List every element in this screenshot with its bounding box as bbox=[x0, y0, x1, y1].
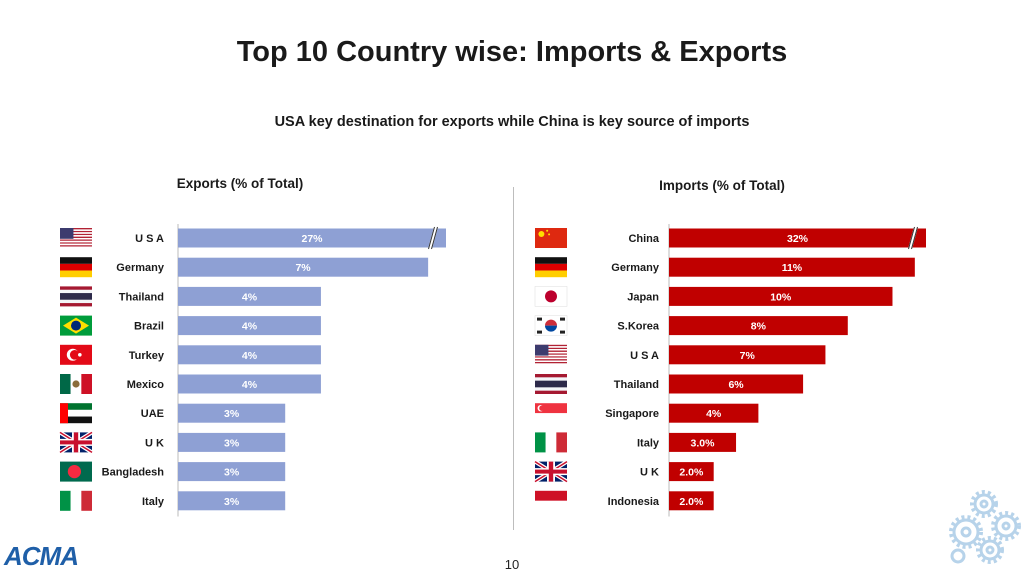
imports-bar bbox=[669, 316, 848, 336]
imports-axis-break-line bbox=[908, 226, 915, 250]
gears-icon bbox=[949, 490, 1021, 564]
imports-category-label: Japan bbox=[627, 291, 659, 303]
exports-data-label: 4% bbox=[242, 379, 258, 391]
page-number: 10 bbox=[504, 557, 520, 572]
exports-bar bbox=[178, 403, 286, 423]
imports-bar bbox=[669, 432, 737, 452]
mexico-flag-icon bbox=[60, 374, 92, 394]
germany-flag-icon bbox=[535, 257, 567, 278]
usa-flag-icon bbox=[535, 344, 567, 365]
imports-data-label: 7% bbox=[740, 350, 756, 362]
imports-category-label: S.Korea bbox=[617, 321, 659, 333]
exports-bar bbox=[178, 286, 321, 306]
thailand-flag-icon bbox=[535, 374, 567, 394]
exports-bar bbox=[178, 257, 429, 277]
imports-data-label: 3.0% bbox=[691, 437, 716, 449]
exports-category-label: Thailand bbox=[119, 291, 164, 303]
panel-divider bbox=[513, 187, 514, 530]
thailand-flag-icon bbox=[60, 286, 92, 307]
exports-category-label: Bangladesh bbox=[102, 467, 165, 479]
imports-bar bbox=[669, 345, 826, 365]
exports-bar bbox=[178, 432, 286, 452]
imports-chart-title: Imports (% of Total) bbox=[659, 178, 785, 193]
exports-category-label: UAE bbox=[141, 408, 164, 420]
imports-data-label: 32% bbox=[787, 233, 809, 245]
exports-chart: Exports (% of Total) U S A 27% Germany 7% Tha… bbox=[50, 172, 490, 522]
exports-bar bbox=[178, 345, 321, 365]
italy-flag-icon bbox=[60, 490, 92, 511]
exports-bar bbox=[178, 491, 286, 511]
imports-bar bbox=[669, 491, 714, 511]
exports-data-label: 4% bbox=[242, 321, 258, 333]
imports-chart-svg: Imports (% of Total) China 32% Germany 11% Ja… bbox=[533, 178, 926, 517]
imports-category-label: Thailand bbox=[614, 379, 659, 391]
uk-flag-icon bbox=[533, 459, 569, 484]
italy-flag-icon bbox=[535, 432, 567, 453]
imports-category-label: Singapore bbox=[605, 408, 659, 420]
singapore-flag-icon bbox=[535, 403, 567, 424]
imports-bar bbox=[669, 403, 759, 423]
exports-category-label: U S A bbox=[135, 233, 164, 245]
usa-flag-icon bbox=[60, 228, 92, 248]
germany-flag-icon bbox=[60, 257, 92, 278]
exports-chart-title: Exports (% of Total) bbox=[177, 176, 304, 191]
exports-chart-svg: Exports (% of Total) U S A 27% Germany 7% Tha… bbox=[58, 176, 446, 517]
skorea-flag-icon bbox=[534, 315, 568, 336]
imports-data-label: 2.0% bbox=[679, 496, 704, 508]
exports-data-label: 3% bbox=[224, 496, 240, 508]
imports-bar bbox=[669, 462, 714, 482]
exports-data-label: 27% bbox=[301, 233, 323, 245]
imports-category-label: Indonesia bbox=[608, 496, 660, 508]
exports-axis-break-line bbox=[428, 226, 435, 250]
imports-category-label: Germany bbox=[611, 262, 660, 274]
imports-bar bbox=[669, 286, 893, 306]
imports-data-label: 2.0% bbox=[679, 467, 704, 479]
exports-bar bbox=[178, 228, 446, 248]
brazil-flag-icon bbox=[60, 315, 92, 336]
exports-bar bbox=[178, 374, 321, 394]
exports-axis-break-line bbox=[431, 226, 438, 250]
japan-flag-icon bbox=[534, 286, 568, 307]
imports-chart: Imports (% of Total) China 32% Germany 11% Ja… bbox=[530, 172, 970, 522]
imports-data-label: 8% bbox=[751, 321, 767, 333]
imports-category-label: U K bbox=[640, 467, 659, 479]
imports-category-label: Italy bbox=[637, 437, 660, 449]
bangladesh-flag-icon bbox=[60, 461, 92, 482]
exports-category-label: Mexico bbox=[127, 379, 165, 391]
imports-bar bbox=[669, 374, 804, 394]
exports-category-label: Germany bbox=[116, 262, 165, 274]
exports-data-label: 3% bbox=[224, 437, 240, 449]
acma-logo: ACMA bbox=[4, 541, 79, 571]
imports-axis-break bbox=[908, 226, 918, 250]
uk-flag-icon bbox=[58, 430, 94, 455]
exports-category-label: Brazil bbox=[134, 321, 164, 333]
imports-category-label: U S A bbox=[630, 350, 659, 362]
imports-data-label: 11% bbox=[782, 262, 803, 274]
exports-category-label: Italy bbox=[142, 496, 165, 508]
exports-axis-break bbox=[428, 226, 438, 250]
imports-category-label: China bbox=[628, 233, 659, 245]
exports-category-label: U K bbox=[145, 437, 164, 449]
exports-data-label: 4% bbox=[242, 291, 258, 303]
imports-data-label: 6% bbox=[728, 379, 744, 391]
china-flag-icon bbox=[535, 228, 567, 248]
turkey-flag-icon bbox=[60, 344, 92, 365]
exports-category-label: Turkey bbox=[129, 350, 165, 362]
exports-data-label: 4% bbox=[242, 350, 258, 362]
page-title: Top 10 Country wise: Imports & Exports bbox=[236, 36, 788, 68]
imports-axis-break-line bbox=[911, 226, 918, 250]
exports-data-label: 7% bbox=[295, 262, 311, 274]
exports-bar bbox=[178, 462, 286, 482]
imports-data-label: 4% bbox=[706, 408, 722, 420]
imports-bar bbox=[669, 228, 926, 248]
uae-flag-icon bbox=[60, 403, 92, 424]
exports-data-label: 3% bbox=[224, 408, 240, 420]
page-subtitle: USA key destination for exports while Ch… bbox=[274, 114, 750, 130]
exports-bar bbox=[178, 316, 321, 336]
imports-bar bbox=[669, 257, 915, 277]
imports-data-label: 10% bbox=[770, 291, 792, 303]
exports-data-label: 3% bbox=[224, 467, 240, 479]
indonesia-flag-icon bbox=[535, 490, 567, 511]
